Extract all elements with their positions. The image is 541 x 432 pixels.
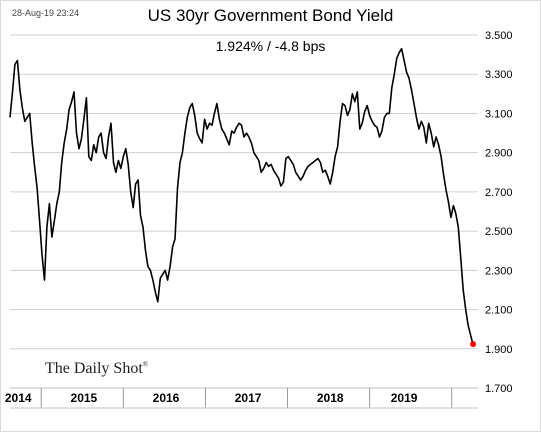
x-tick-label: 2018	[317, 391, 344, 405]
y-tick-label: 2.100	[485, 305, 513, 317]
brand-logo: The Daily Shot®	[45, 360, 148, 378]
chart-subtitle: 1.924% / -4.8 bps	[215, 38, 326, 54]
y-tick-label: 1.700	[485, 383, 513, 395]
x-tick-label: 2019	[391, 391, 418, 405]
y-tick-label: 1.900	[485, 344, 513, 356]
series-line	[9, 47, 474, 346]
chart-title: US 30yr Government Bond Yield	[147, 6, 394, 25]
timestamp: 28-Aug-19 23:24	[12, 8, 80, 18]
y-tick-label: 2.900	[485, 148, 513, 160]
x-tick-label: 2016	[153, 391, 180, 405]
y-tick-label: 2.300	[485, 265, 513, 277]
last-value-marker	[470, 341, 477, 348]
y-tick-label: 2.500	[485, 226, 513, 238]
y-tick-label: 3.300	[485, 69, 513, 81]
x-tick-label: 2015	[71, 391, 98, 405]
y-tick-label: 3.500	[485, 30, 513, 42]
y-tick-label: 3.100	[485, 108, 513, 120]
brand-mark: ®	[142, 360, 149, 369]
brand-name: The Daily Shot	[45, 360, 143, 377]
x-tick-label: 2014	[5, 391, 32, 405]
x-tick-label: 2017	[235, 391, 262, 405]
y-tick-label: 2.700	[485, 187, 513, 199]
